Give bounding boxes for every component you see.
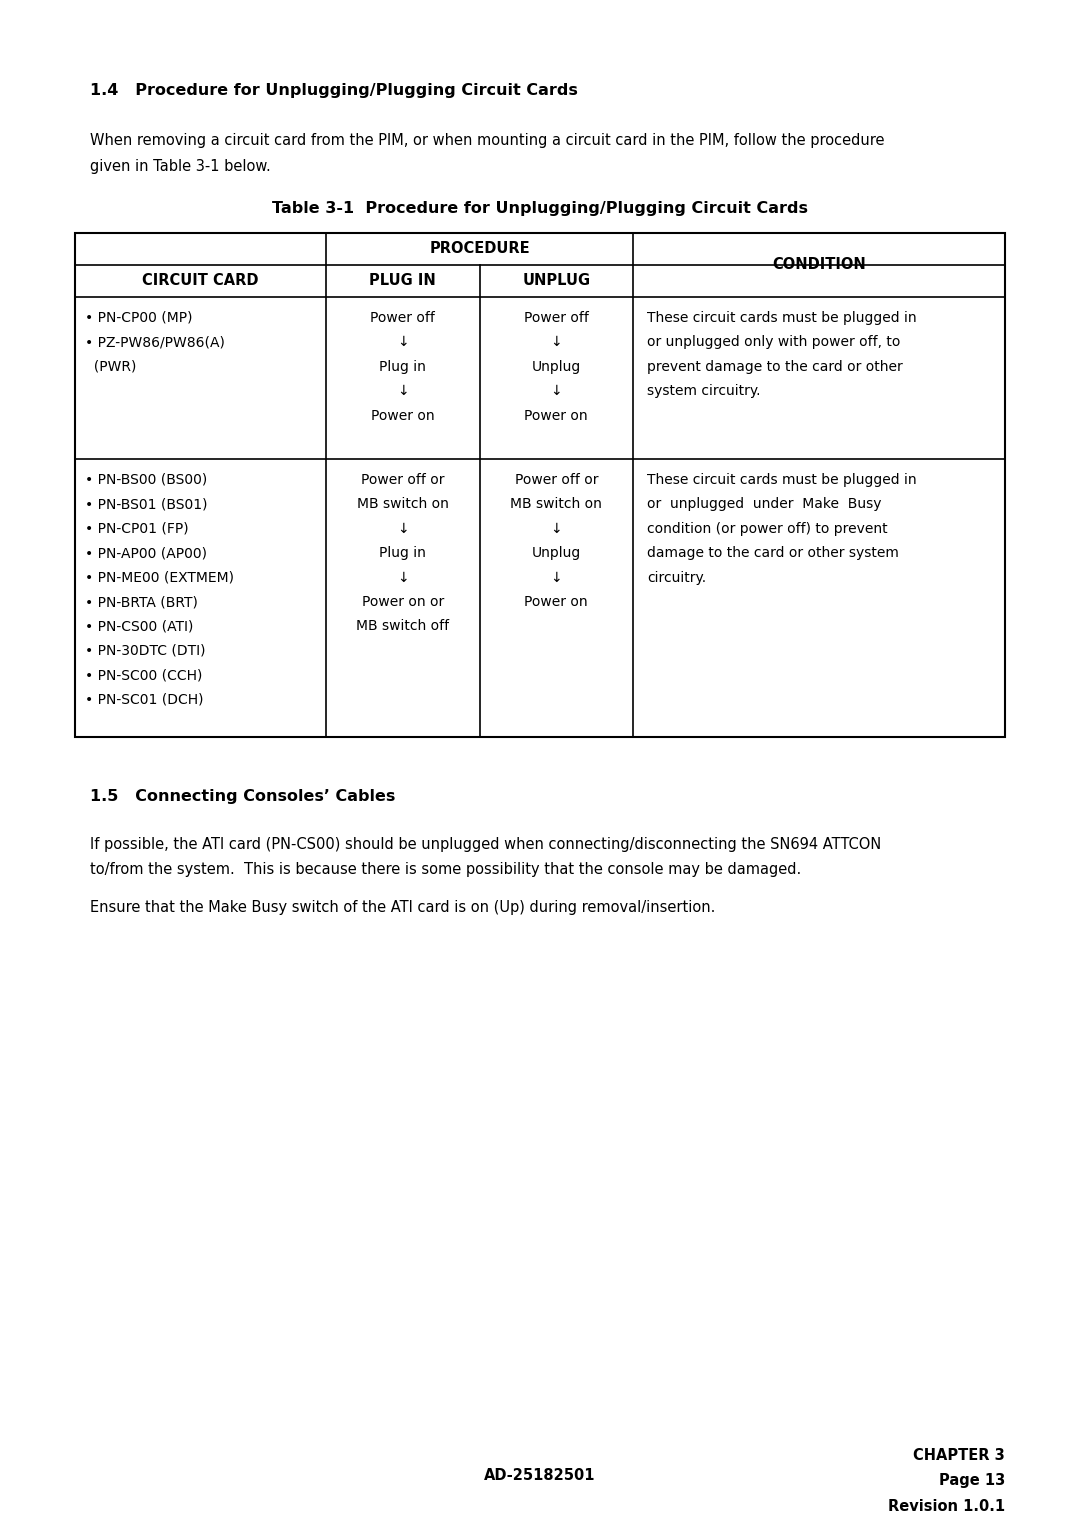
Text: Power on: Power on: [525, 594, 589, 610]
Text: • PN-CP01 (FP): • PN-CP01 (FP): [85, 521, 189, 535]
Text: 1.4   Procedure for Unplugging/Plugging Circuit Cards: 1.4 Procedure for Unplugging/Plugging Ci…: [90, 83, 578, 98]
Text: ↓: ↓: [397, 335, 408, 348]
Text: When removing a circuit card from the PIM, or when mounting a circuit card in th: When removing a circuit card from the PI…: [90, 133, 885, 148]
Text: to/from the system.  This is because there is some possibility that the console : to/from the system. This is because ther…: [90, 862, 801, 877]
Text: • PN-BRTA (BRT): • PN-BRTA (BRT): [85, 594, 198, 610]
Text: (PWR): (PWR): [85, 359, 136, 373]
Text: UNPLUG: UNPLUG: [523, 274, 591, 287]
Text: Power off: Power off: [524, 310, 589, 324]
Text: given in Table 3-1 below.: given in Table 3-1 below.: [90, 159, 271, 174]
Text: damage to the card or other system: damage to the card or other system: [647, 545, 899, 559]
Text: CHAPTER 3: CHAPTER 3: [914, 1449, 1005, 1462]
Text: • PN-BS00 (BS00): • PN-BS00 (BS00): [85, 472, 207, 486]
Text: Power off or: Power off or: [361, 472, 445, 486]
Text: If possible, the ATI card (PN-CS00) should be unplugged when connecting/disconne: If possible, the ATI card (PN-CS00) shou…: [90, 836, 881, 851]
Text: • PN-CP00 (MP): • PN-CP00 (MP): [85, 310, 192, 324]
Text: • PN-BS01 (BS01): • PN-BS01 (BS01): [85, 497, 207, 510]
Text: Unplug: Unplug: [531, 545, 581, 559]
Text: • PN-AP00 (AP00): • PN-AP00 (AP00): [85, 545, 207, 559]
Text: MB switch on: MB switch on: [511, 497, 603, 510]
Text: ↓: ↓: [551, 570, 562, 585]
Text: MB switch off: MB switch off: [356, 619, 449, 634]
Text: ↓: ↓: [397, 384, 408, 397]
Text: Ensure that the Make Busy switch of the ATI card is on (Up) during removal/inser: Ensure that the Make Busy switch of the …: [90, 900, 715, 915]
Text: • PN-ME00 (EXTMEM): • PN-ME00 (EXTMEM): [85, 570, 234, 585]
Text: Power on: Power on: [525, 408, 589, 423]
Text: Plug in: Plug in: [379, 359, 427, 373]
Text: • PN-CS00 (ATI): • PN-CS00 (ATI): [85, 619, 193, 634]
Text: • PN-SC01 (DCH): • PN-SC01 (DCH): [85, 694, 203, 707]
Text: Power on: Power on: [372, 408, 434, 423]
Text: These circuit cards must be plugged in: These circuit cards must be plugged in: [647, 472, 917, 486]
Text: ↓: ↓: [551, 335, 562, 348]
Text: PLUG IN: PLUG IN: [369, 274, 436, 287]
Text: CONDITION: CONDITION: [772, 257, 866, 272]
Bar: [75, 232, 1005, 736]
Text: Power on or: Power on or: [362, 594, 444, 610]
Text: or unplugged only with power off, to: or unplugged only with power off, to: [647, 335, 901, 348]
Text: prevent damage to the card or other: prevent damage to the card or other: [647, 359, 903, 373]
Text: ↓: ↓: [397, 570, 408, 585]
Text: Power off or: Power off or: [514, 472, 598, 486]
Text: • PZ-PW86/PW86(A): • PZ-PW86/PW86(A): [85, 335, 225, 348]
Text: 1.5   Connecting Consoles’ Cables: 1.5 Connecting Consoles’ Cables: [90, 788, 395, 804]
Text: system circuitry.: system circuitry.: [647, 384, 760, 397]
Text: MB switch on: MB switch on: [356, 497, 449, 510]
Text: ↓: ↓: [551, 384, 562, 397]
Text: or  unplugged  under  Make  Busy: or unplugged under Make Busy: [647, 497, 881, 510]
Text: CIRCUIT CARD: CIRCUIT CARD: [143, 274, 259, 287]
Text: Power off: Power off: [370, 310, 435, 324]
Text: Plug in: Plug in: [379, 545, 427, 559]
Text: • PN-SC00 (CCH): • PN-SC00 (CCH): [85, 668, 202, 683]
Text: Unplug: Unplug: [531, 359, 581, 373]
Text: AD-25182501: AD-25182501: [484, 1468, 596, 1484]
Text: ↓: ↓: [397, 521, 408, 535]
Text: condition (or power off) to prevent: condition (or power off) to prevent: [647, 521, 888, 535]
Text: Revision 1.0.1: Revision 1.0.1: [888, 1499, 1005, 1514]
Text: Table 3-1  Procedure for Unplugging/Plugging Circuit Cards: Table 3-1 Procedure for Unplugging/Plugg…: [272, 200, 808, 215]
Text: ↓: ↓: [551, 521, 562, 535]
Text: PROCEDURE: PROCEDURE: [429, 241, 530, 257]
Text: These circuit cards must be plugged in: These circuit cards must be plugged in: [647, 310, 917, 324]
Text: Page 13: Page 13: [939, 1473, 1005, 1488]
Text: • PN-30DTC (DTI): • PN-30DTC (DTI): [85, 643, 205, 659]
Text: circuitry.: circuitry.: [647, 570, 706, 585]
